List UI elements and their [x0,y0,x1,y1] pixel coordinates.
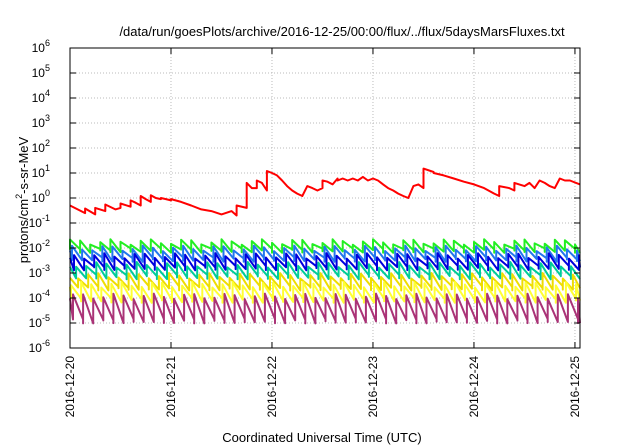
y-tick-label: 100 [32,188,50,205]
y-tick-label-base: 10 [29,316,43,330]
y-axis-label-sup: 2 [14,194,24,199]
y-tick-label-base: 10 [29,216,43,230]
y-tick-label-base: 10 [32,191,46,205]
x-tick-label: 2016-12-23 [366,356,380,418]
x-tick-label: 2016-12-22 [265,356,279,418]
y-tick-label-exponent: 1 [45,163,50,173]
y-tick-label-exponent: -1 [42,213,50,223]
x-tick-labels: 2016-12-20 2016-12-21 2016-12-22 2016-12-23… [63,48,582,417]
y-tick-label-exponent: -5 [42,313,50,323]
y-tick-label-exponent: 4 [45,88,50,98]
y-tick-label-base: 10 [32,166,46,180]
y-tick-label-exponent: -3 [42,263,50,273]
y-tick-label-base: 10 [29,241,43,255]
y-tick-label-exponent: 3 [45,113,50,123]
y-tick-label: 103 [32,113,50,130]
x-tick-label: 2016-12-24 [467,356,481,418]
y-tick-label-base: 10 [32,41,46,55]
y-tick-label-exponent: -4 [42,288,50,298]
y-tick-label-base: 10 [32,141,46,155]
chart-title: /data/run/goesPlots/archive/2016-12-25/0… [119,24,565,39]
y-tick-label: 10-1 [29,213,50,230]
y-tick-label: 10-5 [29,313,50,330]
series-line-7 [69,292,581,325]
series-line-3 [69,252,581,272]
x-axis-label: Coordinated Universal Time (UTC) [222,430,421,445]
y-tick-label-base: 10 [29,291,43,305]
series-line-2 [69,244,581,263]
x-tick-label: 2016-12-20 [63,356,77,418]
y-tick-label-base: 10 [29,266,43,280]
y-axis-label-base: protons/cm [16,199,31,263]
series-line-1 [69,238,581,254]
series-line-4 [69,261,581,281]
y-tick-label: 101 [32,163,50,180]
y-tick-label: 10-4 [29,288,50,305]
y-tick-label-base: 10 [32,116,46,130]
y-tick-label-base: 10 [32,91,46,105]
y-axis-label-rest: -s-sr-MeV [16,136,31,193]
y-tick-label-base: 10 [29,341,43,355]
y-axis-label: protons/cm2-s-sr-MeV [14,136,31,263]
y-tick-label: 10-3 [29,263,50,280]
y-tick-label-exponent: 5 [45,63,50,73]
x-tick-label: 2016-12-21 [164,356,178,418]
y-tick-label-base: 10 [32,66,46,80]
series-line-0 [69,167,581,217]
series-line-5 [69,272,581,292]
series-line-6 [69,281,581,304]
x-tick-label: 2016-12-25 [568,356,582,418]
y-tick-label: 106 [32,38,50,55]
y-tick-labels: 10-610-510-410-310-210-11001011021031041… [29,38,580,355]
y-tick-label-exponent: -2 [42,238,50,248]
series-group [69,167,581,325]
y-tick-label: 104 [32,88,50,105]
y-tick-label: 10-2 [29,238,50,255]
y-tick-label: 102 [32,138,50,155]
y-tick-label-exponent: -6 [42,338,50,348]
y-tick-label-exponent: 2 [45,138,50,148]
y-tick-label-exponent: 6 [45,38,50,48]
y-tick-label: 10-6 [29,338,50,355]
y-tick-label: 105 [32,63,50,80]
y-tick-label-exponent: 0 [45,188,50,198]
